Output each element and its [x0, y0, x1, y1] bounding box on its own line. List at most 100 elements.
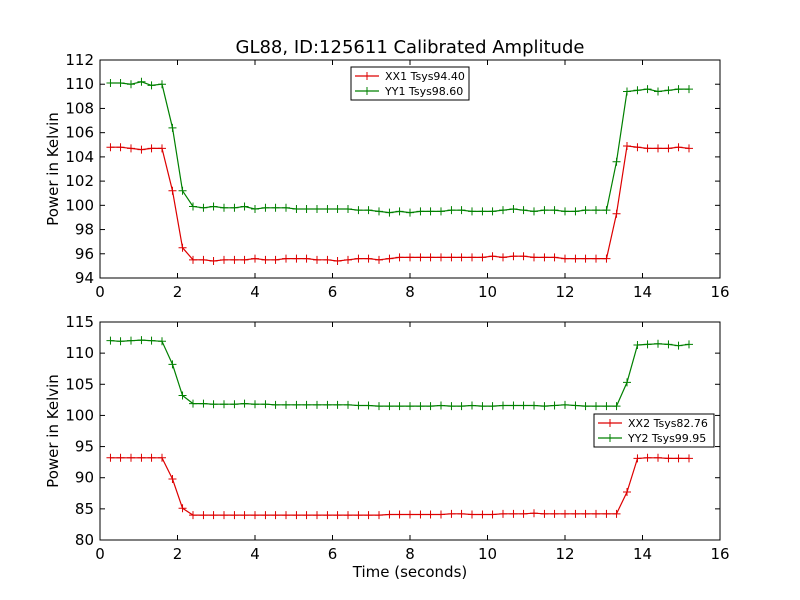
data-point [333, 257, 342, 266]
data-point [106, 453, 115, 462]
data-point [612, 209, 621, 218]
data-point [313, 400, 321, 409]
data-point [230, 511, 239, 520]
x-tick-label: 14 [633, 283, 652, 301]
data-point [137, 336, 146, 345]
x-tick-label: 16 [710, 283, 729, 301]
data-point [437, 401, 445, 410]
data-point [323, 400, 332, 409]
data-point [664, 86, 673, 95]
data-point [468, 510, 476, 519]
data-point [612, 157, 621, 166]
data-point [158, 80, 166, 89]
data-point [292, 204, 301, 213]
x-axis-label: Time (seconds) [352, 563, 468, 581]
data-point [612, 509, 621, 518]
data-point [364, 401, 373, 410]
data-point [302, 204, 311, 213]
y-tick-label: 106 [65, 124, 94, 142]
data-point [220, 511, 228, 520]
data-point [550, 253, 559, 262]
data-point [488, 207, 497, 216]
data-point [406, 402, 414, 411]
legend-label: XX1 Tsys94.40 [385, 70, 465, 83]
data-point [447, 509, 456, 518]
legend-label: YY2 Tsys99.95 [627, 432, 706, 445]
data-point [664, 340, 673, 349]
data-point [406, 510, 414, 519]
data-point [685, 85, 693, 94]
y-tick-label: 98 [75, 221, 94, 239]
series-1-2 [106, 77, 693, 217]
data-point [344, 204, 352, 213]
data-point [282, 511, 290, 520]
data-point [178, 243, 187, 252]
data-point [344, 511, 352, 520]
data-point [230, 203, 239, 212]
data-point [509, 401, 518, 410]
legend: XX2 Tsys82.76 YY2 Tsys99.95 [593, 413, 715, 448]
y-tick-label: 108 [65, 99, 94, 117]
data-point [199, 203, 208, 212]
data-point [271, 400, 280, 409]
data-point [375, 255, 383, 264]
chart-1: 0 2 4 6 8 10 12 14 16 94 96 98 100 102 104 106 108 110 112… [44, 51, 730, 301]
data-point [385, 402, 394, 411]
data-point [137, 145, 146, 154]
data-point [623, 141, 631, 150]
data-point [488, 402, 497, 411]
x-tick-label: 14 [633, 545, 652, 563]
data-point [540, 509, 549, 518]
y-tick-label: 100 [65, 196, 94, 214]
data-point [323, 204, 332, 213]
data-point [530, 207, 538, 216]
data-point [127, 80, 135, 89]
data-point [395, 402, 404, 411]
data-point [643, 85, 652, 94]
data-point [674, 341, 683, 350]
data-point [189, 511, 197, 520]
data-point [643, 340, 652, 349]
data-point [240, 202, 249, 211]
x-tick-label: 12 [555, 545, 574, 563]
data-point [106, 143, 115, 152]
data-point [313, 511, 321, 520]
data-point [220, 400, 228, 409]
data-point [251, 400, 259, 409]
data-point [240, 255, 249, 264]
data-point [395, 207, 404, 216]
data-point [220, 255, 228, 264]
data-point [499, 401, 507, 410]
data-point [561, 509, 569, 518]
data-point [168, 474, 177, 483]
data-point [530, 401, 538, 410]
y-tick-label: 96 [75, 245, 94, 263]
legend-box [593, 413, 715, 448]
data-point [499, 206, 507, 215]
data-point [457, 402, 466, 411]
data-point [447, 402, 456, 411]
x-tick-label: 4 [250, 545, 260, 563]
data-point [395, 510, 404, 519]
data-point [426, 510, 435, 519]
y-tick-label: 80 [75, 531, 94, 549]
data-point [602, 254, 611, 263]
data-point [261, 400, 270, 409]
y-axis-label: Power in Kelvin [44, 112, 62, 226]
data-point [633, 86, 642, 95]
x-tick-label: 6 [328, 545, 338, 563]
data-point [592, 402, 600, 411]
data-point [674, 85, 683, 94]
data-point [437, 510, 445, 519]
legend-box [350, 66, 470, 101]
data-point [478, 402, 487, 411]
data-point [592, 206, 600, 215]
data-point [612, 402, 621, 411]
data-point [540, 402, 549, 411]
data-point [550, 206, 559, 215]
data-point [478, 253, 487, 262]
legend-marker [363, 87, 371, 95]
data-point [654, 453, 662, 462]
data-point [499, 509, 507, 518]
